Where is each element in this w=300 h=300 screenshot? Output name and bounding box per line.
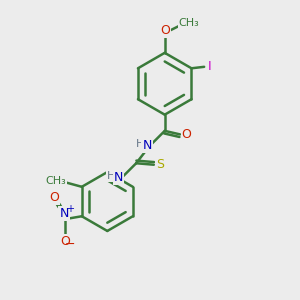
Text: N: N xyxy=(114,172,123,184)
Text: O: O xyxy=(182,128,191,141)
Text: O: O xyxy=(160,24,170,37)
Text: CH₃: CH₃ xyxy=(178,18,199,28)
Text: −: − xyxy=(65,238,75,251)
Text: CH₃: CH₃ xyxy=(46,176,67,186)
Text: O: O xyxy=(60,236,70,248)
Text: I: I xyxy=(208,60,212,73)
Text: O: O xyxy=(49,191,59,204)
Text: N: N xyxy=(142,139,152,152)
Text: H: H xyxy=(136,139,144,149)
Text: S: S xyxy=(156,158,164,171)
Text: H: H xyxy=(107,171,116,181)
Text: +: + xyxy=(66,204,74,214)
Text: N: N xyxy=(59,207,69,220)
